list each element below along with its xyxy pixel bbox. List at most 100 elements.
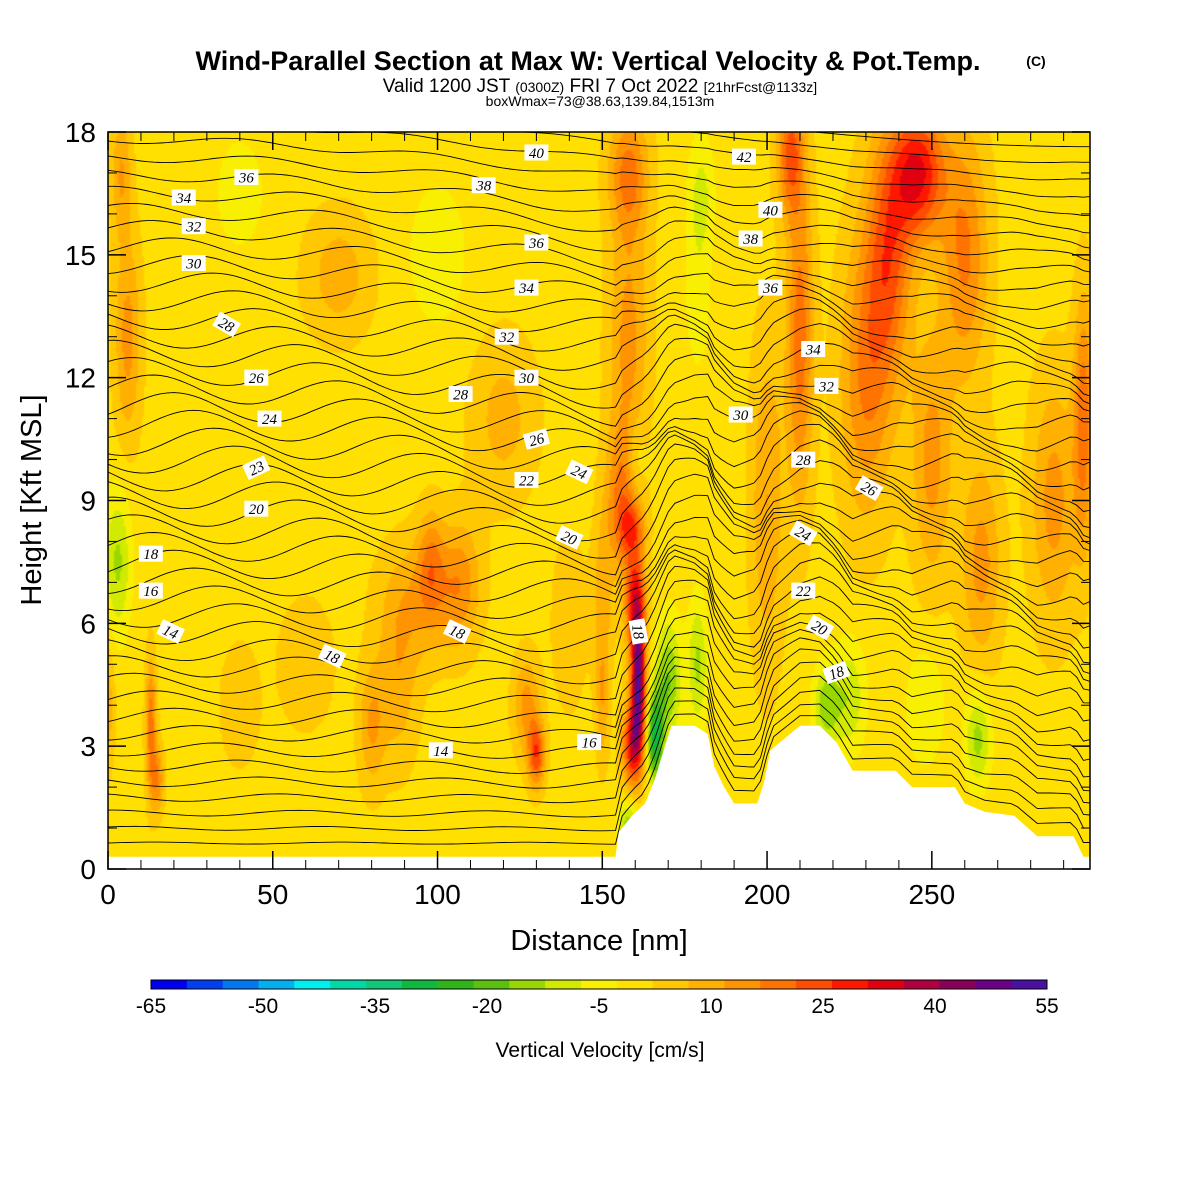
contour-label-text: 28	[796, 453, 812, 469]
y-tick-label: 3	[80, 731, 96, 762]
theta-contour	[108, 514, 1090, 606]
colorbar-swatch	[151, 980, 188, 989]
colorbar-swatch	[796, 980, 833, 989]
contour-label-box	[471, 177, 496, 194]
contour-label: 24	[257, 410, 282, 428]
colorbar-swatch	[1011, 980, 1048, 989]
colorbar-frame	[150, 979, 1048, 990]
theta-contour	[108, 410, 1090, 512]
colorbar-tick-label: -20	[472, 995, 502, 1018]
theta-contour	[108, 713, 1090, 845]
contour-labels: 3634323028262423201816141818141640383634…	[138, 144, 884, 760]
contour-label-box	[524, 234, 549, 251]
contour-label: 20	[805, 614, 835, 641]
theta-contour	[108, 661, 1090, 792]
contour-label: 28	[448, 386, 473, 404]
theta-contour	[108, 613, 1090, 728]
colorbar-swatch	[366, 980, 403, 989]
colorbar-tick-label: -50	[248, 995, 278, 1018]
contour-label-text: 20	[249, 502, 265, 518]
contour-label-box	[555, 525, 584, 550]
theta-contour	[108, 629, 1090, 744]
valid-utc: (0300Z)	[515, 79, 564, 95]
x-axis: 0 50 100 150 200 250	[100, 132, 1065, 910]
contour-label-box	[758, 201, 783, 218]
x-tick-label: 50	[257, 879, 288, 910]
contour-label-text: 18	[827, 664, 847, 684]
contour-label-box	[854, 475, 884, 502]
contour-label: 38	[738, 230, 763, 248]
theta-contour	[108, 494, 1090, 588]
contour-label-box	[443, 619, 472, 644]
contour-label: 34	[801, 341, 826, 359]
contour-label-box	[317, 643, 347, 669]
forecast-info: [21hrFcst@1133z]	[704, 79, 818, 95]
contour-label: 20	[555, 525, 584, 550]
terrain	[108, 725, 1090, 869]
contour-label-text: 34	[175, 191, 192, 207]
contour-label-box	[791, 451, 816, 468]
y-tick-label: 12	[65, 363, 96, 394]
theta-contour	[108, 528, 1090, 649]
contour-label: 32	[494, 328, 519, 346]
x-tick-label: 150	[579, 879, 626, 910]
valid-time-line: Valid 1200 JST (0300Z) FRI 7 Oct 2022 [2…	[383, 76, 817, 97]
contour-label-box	[805, 614, 835, 641]
contour-label-box	[577, 734, 602, 751]
box-wmax-label: boxWmax=73@38.63,139.84,1513m	[486, 93, 715, 109]
contour-label: 38	[471, 177, 496, 195]
contour-label-box	[728, 406, 753, 423]
colorbar-swatch	[222, 980, 259, 989]
contour-label-text: 36	[238, 171, 255, 187]
contour-label-text: 20	[558, 528, 579, 549]
theta-contour	[108, 308, 1090, 385]
colorbar-tick-label: -5	[590, 995, 609, 1018]
contour-label-box	[257, 410, 282, 427]
contour-label: 34	[171, 189, 196, 207]
contour-label-box	[244, 500, 269, 517]
contour-label-box	[788, 520, 818, 547]
theta-contour	[108, 353, 1090, 431]
contour-label-box	[514, 472, 539, 488]
colorbar-swatch	[330, 980, 367, 989]
theta-contour	[108, 395, 1090, 472]
contour-label: 18	[822, 660, 851, 685]
colorbar-swatch	[545, 980, 582, 989]
y-tick-label: 0	[80, 854, 96, 885]
theta-contour	[108, 314, 1090, 397]
contour-label-text: 23	[247, 459, 267, 480]
theta-contour	[108, 675, 1090, 804]
y-tick-label: 18	[65, 117, 96, 148]
contour-label-text: 14	[433, 744, 449, 760]
contour-label-box	[156, 619, 185, 644]
contour-label-box	[181, 255, 206, 271]
contour-label: 36	[524, 234, 549, 252]
theta-contour	[108, 423, 1090, 528]
colorbar-swatch	[831, 980, 869, 989]
theta-contour	[684, 132, 1090, 164]
contour-label: 30	[181, 255, 206, 273]
contour-label-text: 40	[763, 203, 779, 219]
contour-label-text: 32	[498, 330, 515, 346]
contour-label-text: 34	[805, 343, 822, 359]
contour-label: 18	[628, 618, 649, 645]
contour-label-box	[138, 545, 163, 562]
theta-contour	[515, 132, 1090, 181]
contour-label: 18	[317, 643, 347, 669]
chart-title: Wind-Parallel Section at Max W: Vertical…	[196, 46, 981, 76]
contour-label-box	[738, 230, 763, 247]
x-axis-label: Distance [nm]	[510, 925, 687, 957]
contour-label-box	[242, 455, 271, 481]
theta-contour	[305, 132, 1090, 198]
colorbar-tick-label: 55	[1035, 995, 1058, 1018]
colorbar-tick-label: 40	[923, 995, 946, 1018]
theta-contour	[108, 687, 1090, 818]
contour-label: 16	[577, 734, 602, 752]
copyright-mark: (C)	[1026, 53, 1045, 69]
colorbar-tick-label: -35	[360, 995, 390, 1018]
contour-label: 14	[156, 619, 185, 644]
colorbar-swatch	[509, 980, 546, 989]
contour-label-text: 18	[628, 623, 646, 641]
